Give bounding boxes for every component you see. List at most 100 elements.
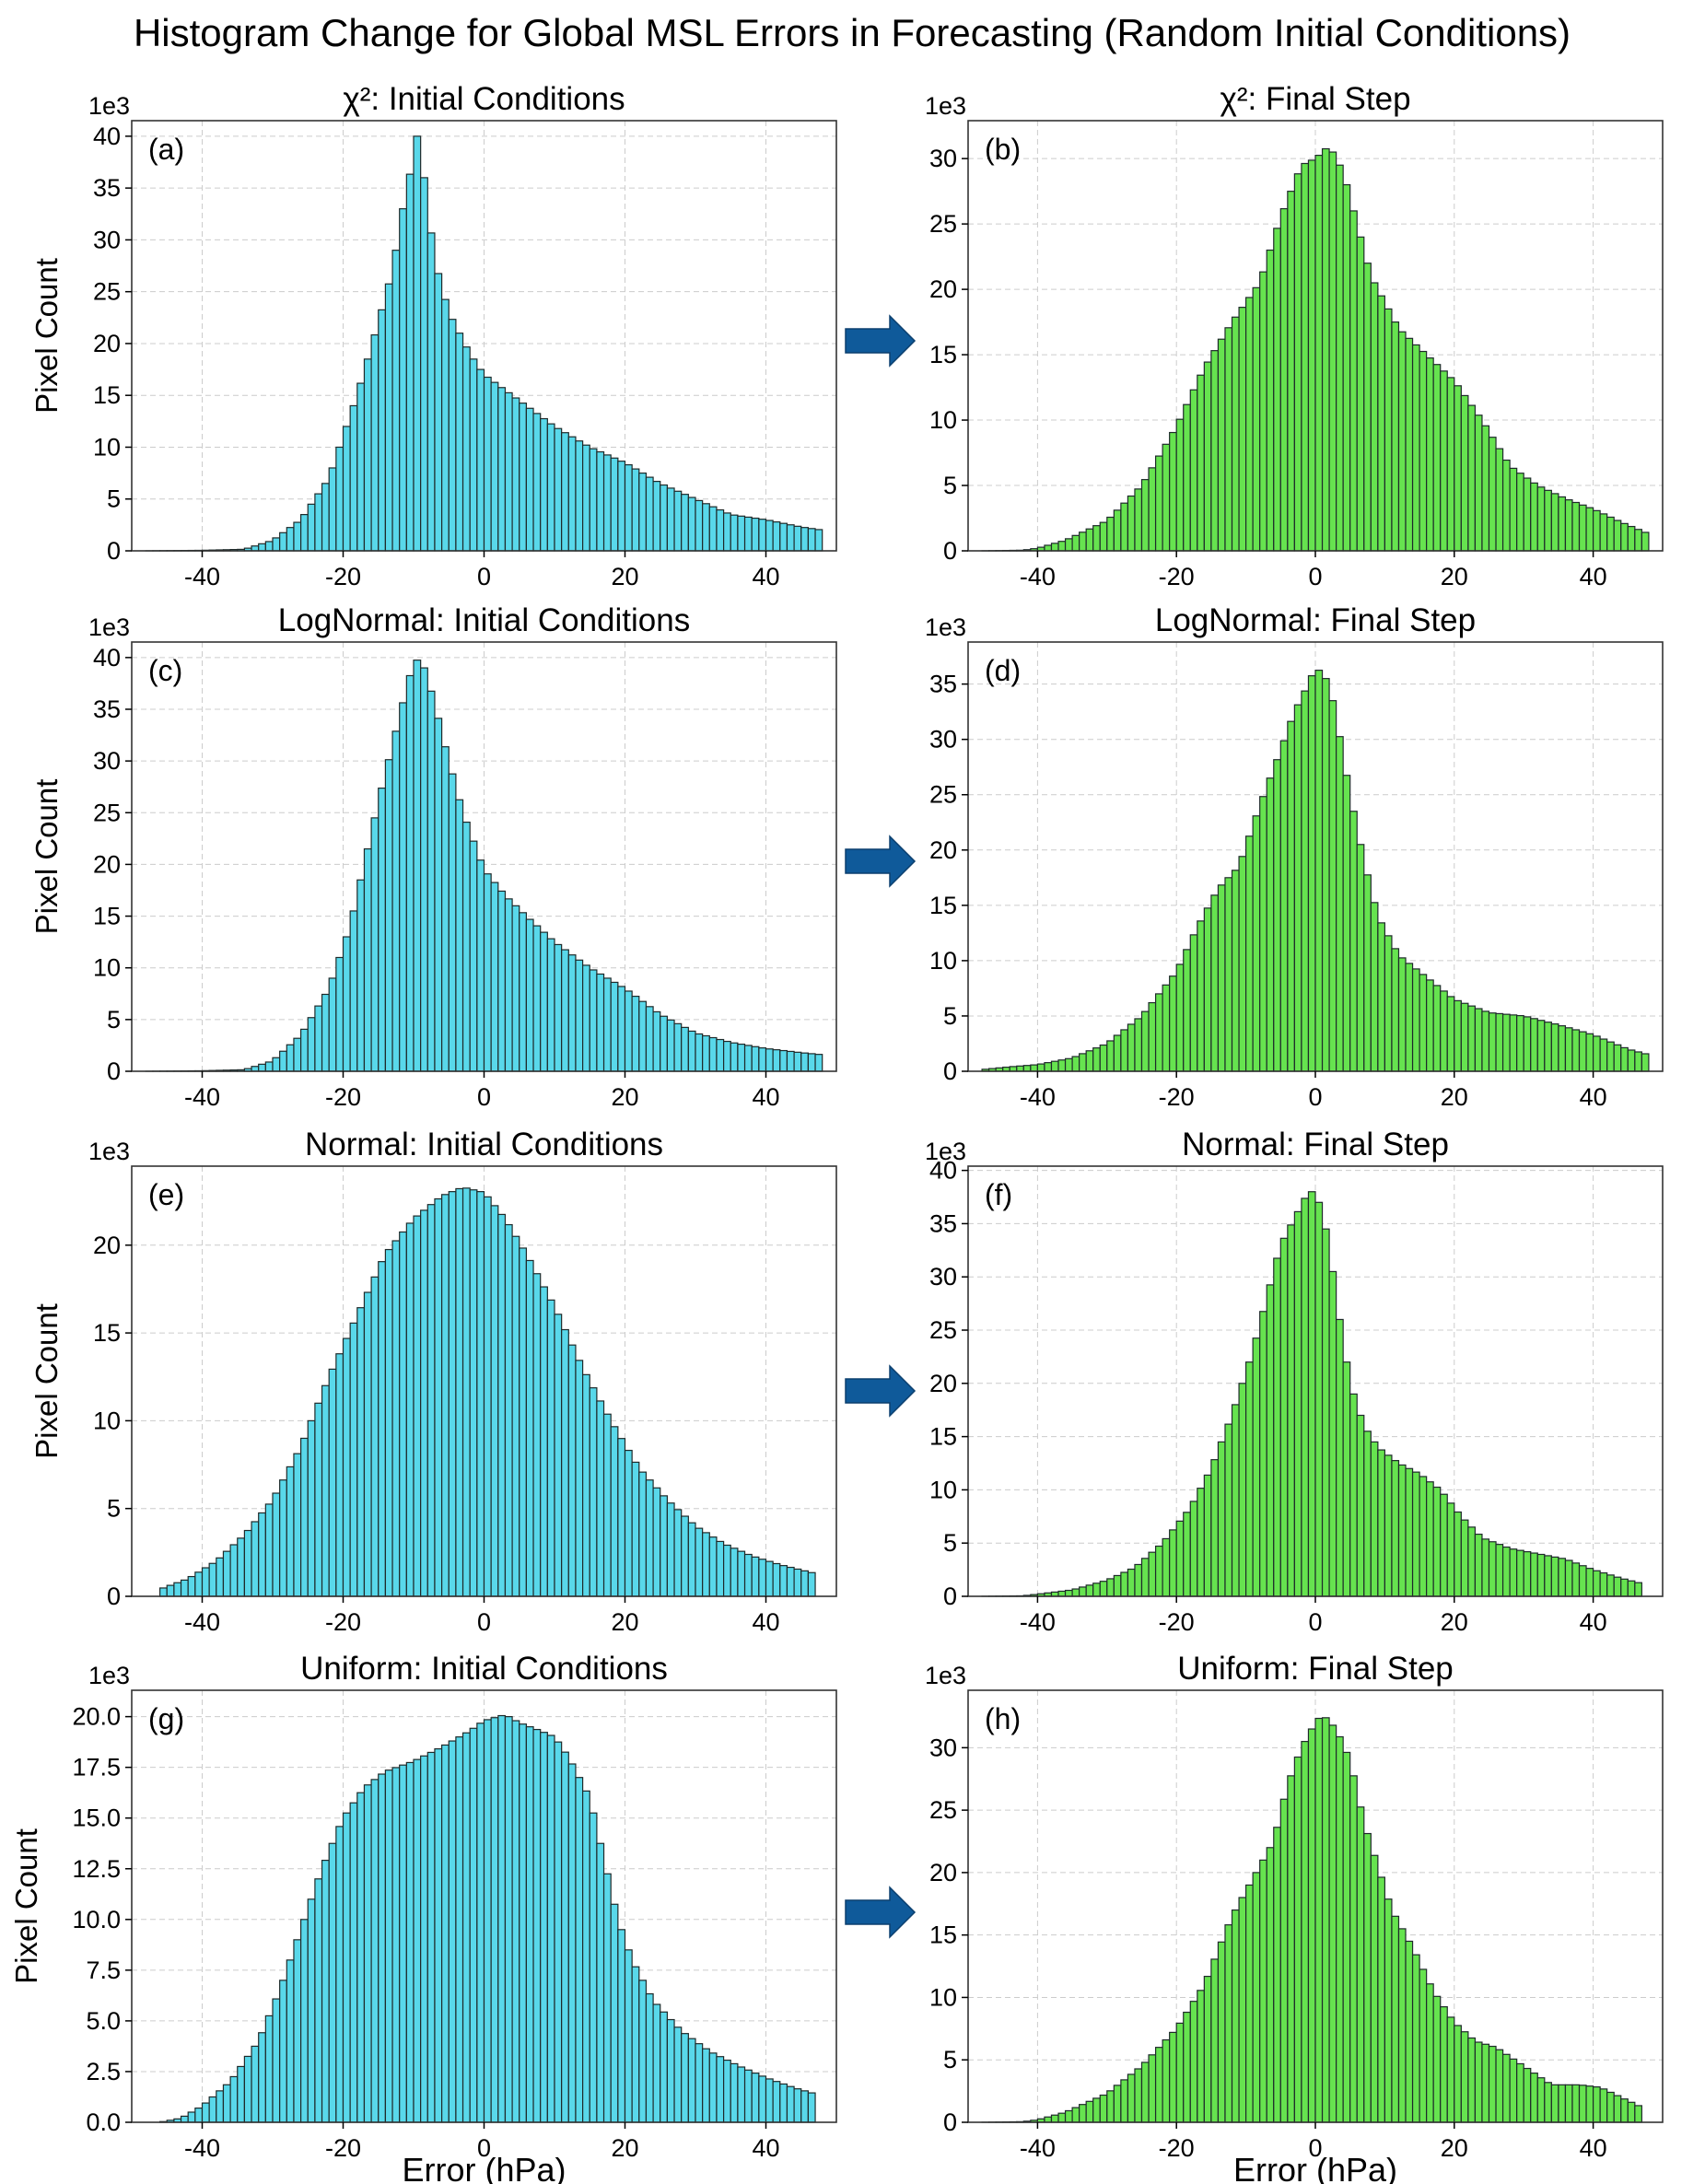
histogram-bar	[286, 1466, 295, 1597]
histogram-bar	[1634, 1582, 1642, 1597]
histogram-bar	[1287, 191, 1295, 552]
histogram-bar	[800, 2090, 810, 2123]
histogram-bar	[730, 2062, 739, 2123]
histogram-bar	[1314, 1717, 1324, 2123]
histogram-bar	[1627, 1049, 1636, 1072]
x-tick-label: -20	[1159, 563, 1195, 590]
histogram-bar	[420, 667, 428, 1072]
histogram-bar	[519, 1723, 528, 2123]
histogram-bar	[638, 1980, 648, 2123]
histogram-bar	[1384, 1898, 1393, 2123]
histogram-bar	[258, 1063, 266, 1072]
histogram-bar	[814, 529, 823, 552]
histogram-bar	[1016, 1065, 1024, 1072]
histogram-bar	[1050, 2114, 1059, 2123]
histogram-bar	[1397, 331, 1407, 552]
histogram-bar	[1321, 678, 1330, 1072]
histogram-bar	[279, 531, 287, 552]
histogram-bar	[1203, 1975, 1212, 2123]
y-tick-label: 10	[929, 947, 957, 975]
histogram-bar	[1432, 364, 1442, 552]
histogram-bar	[652, 2003, 661, 2123]
histogram-bar	[1426, 357, 1434, 552]
histogram-bar	[666, 1502, 675, 1597]
histogram-bar	[243, 2055, 252, 2123]
histogram-bar	[272, 1492, 281, 1597]
y-tick-label: 5	[943, 472, 957, 499]
x-tick-label: 20	[611, 1608, 638, 1636]
histogram-bar	[1530, 482, 1538, 552]
histogram-bar	[1460, 2031, 1469, 2123]
histogram-bar	[800, 527, 810, 552]
histogram-bar	[1231, 1404, 1240, 1597]
histogram-bar	[1252, 1872, 1261, 2123]
histogram-bar	[722, 1544, 731, 1597]
histogram-bar	[272, 1998, 281, 2123]
histogram-bar	[1578, 2085, 1587, 2123]
histogram-bar	[1474, 1533, 1483, 1597]
histogram-bar	[413, 1215, 422, 1597]
histogram-bar	[314, 1878, 323, 2123]
histogram-bar	[1120, 1029, 1129, 1072]
histogram-bar	[786, 524, 795, 552]
histogram-bar	[1530, 1552, 1538, 1597]
histogram-bar	[765, 1048, 774, 1072]
chart-title: χ²: Final Step	[1220, 81, 1410, 117]
histogram-bar	[1154, 1545, 1163, 1597]
histogram-bar	[1356, 1414, 1365, 1597]
histogram-bar	[258, 543, 266, 552]
histogram-bar	[434, 1747, 443, 2123]
histogram-bar	[293, 1453, 302, 1597]
y-tick-label: 5	[943, 2046, 957, 2073]
histogram-bar	[807, 1053, 816, 1072]
y-tick-label: 5.0	[86, 2007, 121, 2035]
chart-title: Normal: Initial Conditions	[305, 1127, 663, 1162]
histogram-bar	[194, 2107, 204, 2123]
y-tick-label: 25	[929, 1796, 957, 1824]
histogram-bar	[1231, 316, 1240, 552]
histogram-bar	[695, 499, 704, 552]
x-tick-label: 20	[1441, 2134, 1468, 2162]
histogram-bar	[1536, 486, 1546, 552]
y-tick-label: 7.5	[86, 1956, 121, 1984]
histogram-bar	[631, 1966, 640, 2123]
histogram-bar	[1293, 173, 1302, 552]
histogram-bar	[1231, 1909, 1240, 2123]
histogram-bar	[758, 1047, 767, 1072]
histogram-bar	[1057, 541, 1067, 552]
histogram-bar	[328, 977, 337, 1072]
histogram-bar	[1336, 164, 1344, 552]
histogram-bar	[652, 1010, 661, 1072]
histogram-bar	[624, 990, 633, 1072]
histogram-bar	[1460, 1519, 1469, 1597]
histogram-bar	[1106, 2090, 1115, 2123]
histogram-bar	[342, 936, 351, 1072]
histogram-bar	[1613, 1044, 1622, 1072]
histogram-bar	[1244, 297, 1254, 552]
histogram-bar	[1564, 499, 1573, 552]
histogram-bar	[448, 1191, 457, 1597]
histogram-bar	[1454, 2025, 1462, 2123]
x-axis-label: Error (hPa)	[402, 2151, 566, 2184]
histogram-bar	[1585, 507, 1594, 552]
x-tick-label: 40	[1580, 1083, 1607, 1111]
histogram-bar	[483, 1196, 492, 1597]
figure-title: Histogram Change for Global MSL Errors i…	[134, 11, 1571, 54]
chart-panel: -40 -20 0 20 40 0 5 10 15 20 25 30 1e3 χ²: Final Step…	[925, 81, 1664, 590]
histogram-bar	[1210, 1459, 1220, 1597]
histogram-bar	[1175, 1520, 1185, 1597]
histogram-bar	[1252, 815, 1261, 1072]
histogram-bar	[1301, 162, 1310, 552]
histogram-bar	[1558, 496, 1567, 552]
histogram-bar	[216, 1557, 225, 1597]
histogram-bar	[370, 817, 380, 1072]
y-tick-label: 40	[929, 1157, 957, 1185]
histogram-bar	[1252, 286, 1261, 552]
histogram-bar	[1349, 1393, 1358, 1597]
y-tick-label: 20	[929, 275, 957, 303]
y-tick-label: 20	[93, 850, 121, 878]
histogram-bar	[321, 1384, 330, 1597]
histogram-bar	[461, 346, 471, 552]
histogram-bar	[758, 1559, 767, 1597]
histogram-bar	[1127, 1023, 1136, 1072]
